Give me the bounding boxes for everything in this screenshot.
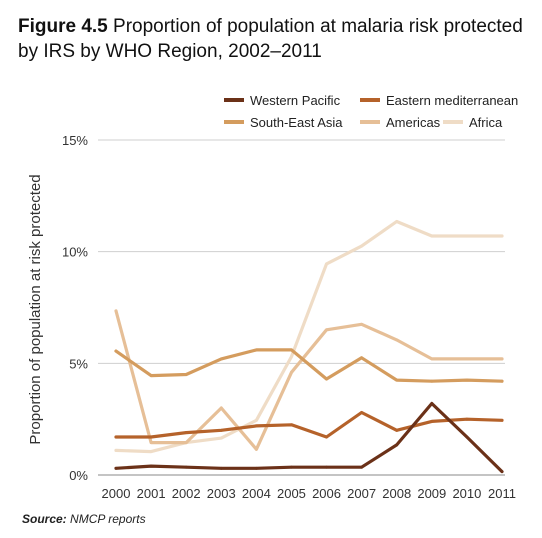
data-point (395, 338, 399, 342)
data-point (465, 417, 469, 421)
data-point (500, 418, 504, 422)
data-point (149, 464, 153, 468)
data-point (219, 428, 223, 432)
data-point (360, 356, 364, 360)
figure-label: Figure 4.5 (18, 16, 108, 37)
data-point (219, 436, 223, 440)
x-tick-label: 2009 (417, 486, 446, 501)
series-line (114, 309, 504, 451)
data-point (325, 435, 328, 439)
data-point (219, 406, 223, 410)
data-point (430, 420, 434, 423)
data-point (254, 418, 258, 422)
legend-label: Western Pacific (250, 93, 341, 108)
data-point (184, 373, 188, 376)
data-point (114, 349, 118, 353)
source-note: Source: NMCP reports (22, 512, 146, 526)
data-point (290, 423, 293, 427)
x-tick-label: 2001 (137, 486, 166, 501)
data-point (184, 431, 188, 434)
data-point (395, 443, 399, 447)
data-point (325, 465, 328, 469)
x-tick-label: 2004 (242, 486, 271, 501)
data-point (114, 449, 118, 452)
data-point (500, 234, 504, 238)
data-point (254, 348, 258, 352)
data-point (500, 470, 504, 474)
series-line (114, 348, 504, 383)
data-point (465, 234, 469, 238)
legend-label: Africa (469, 115, 503, 130)
data-point (149, 435, 153, 439)
data-point (430, 379, 434, 383)
chart-title: Figure 4.5 Proportion of population at m… (18, 14, 528, 64)
data-point (149, 450, 153, 453)
legend-label: Eastern mediterranean (386, 93, 518, 108)
data-point (290, 465, 293, 469)
data-point (219, 357, 223, 361)
data-point (219, 466, 223, 470)
data-point (465, 378, 469, 382)
data-point (254, 447, 258, 451)
data-point (254, 466, 258, 470)
y-tick-label: 0% (69, 468, 88, 483)
series-line (114, 401, 504, 474)
data-point (290, 348, 293, 352)
data-point (395, 428, 399, 432)
source-label: Source: (22, 512, 67, 526)
x-tick-label: 2000 (102, 486, 131, 501)
y-tick-label: 15% (62, 133, 88, 148)
data-point (430, 357, 434, 361)
x-tick-label: 2008 (382, 486, 411, 501)
data-point (325, 262, 328, 266)
data-point (465, 357, 469, 361)
data-point (395, 220, 399, 223)
data-point (149, 374, 153, 378)
data-point (254, 424, 258, 428)
figure-caption: Proportion of population at malaria risk… (18, 16, 523, 62)
data-point (360, 322, 364, 326)
data-point (290, 355, 293, 359)
data-point (360, 411, 364, 414)
data-point (184, 441, 188, 445)
data-point (114, 309, 118, 313)
data-point (325, 328, 328, 332)
data-point (114, 435, 118, 439)
data-point (360, 465, 364, 469)
y-axis-label: Proportion of population at risk protect… (27, 174, 44, 444)
data-point (184, 465, 188, 469)
data-point (430, 234, 434, 238)
x-tick-label: 2003 (207, 486, 236, 501)
data-point (149, 441, 153, 445)
data-point (430, 402, 434, 405)
x-tick-label: 2002 (172, 486, 201, 501)
x-tick-label: 2010 (452, 486, 481, 501)
x-tick-label: 2007 (347, 486, 376, 501)
data-point (500, 357, 504, 361)
data-point (360, 244, 364, 248)
y-tick-label: 5% (69, 356, 88, 371)
data-point (114, 466, 118, 470)
source-text: NMCP reports (70, 512, 146, 526)
data-point (290, 370, 293, 374)
x-tick-label: 2011 (488, 486, 516, 501)
legend-label: South-East Asia (250, 115, 343, 130)
data-point (325, 377, 328, 381)
x-tick-label: 2006 (312, 486, 341, 501)
x-tick-label: 2005 (277, 486, 306, 501)
legend-label: Americas (386, 115, 441, 130)
data-point (465, 435, 469, 439)
data-point (395, 378, 399, 382)
series-line (114, 410, 504, 439)
y-tick-label: 10% (62, 245, 88, 260)
data-point (500, 379, 504, 383)
